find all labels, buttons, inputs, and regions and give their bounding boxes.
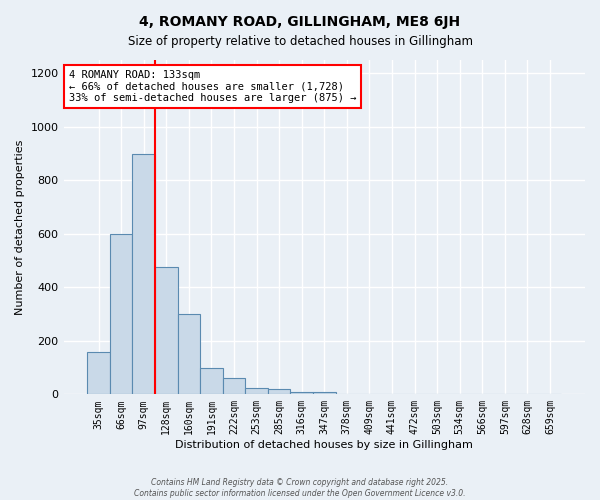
Bar bbox=[245, 388, 268, 394]
Bar bbox=[290, 392, 313, 394]
Y-axis label: Number of detached properties: Number of detached properties bbox=[15, 140, 25, 315]
Text: Contains HM Land Registry data © Crown copyright and database right 2025.
Contai: Contains HM Land Registry data © Crown c… bbox=[134, 478, 466, 498]
Bar bbox=[223, 378, 245, 394]
Bar bbox=[313, 392, 335, 394]
Bar bbox=[110, 234, 133, 394]
X-axis label: Distribution of detached houses by size in Gillingham: Distribution of detached houses by size … bbox=[175, 440, 473, 450]
Bar bbox=[87, 352, 110, 395]
Bar bbox=[268, 389, 290, 394]
Text: Size of property relative to detached houses in Gillingham: Size of property relative to detached ho… bbox=[128, 35, 473, 48]
Bar bbox=[155, 268, 178, 394]
Bar bbox=[178, 314, 200, 394]
Bar bbox=[200, 368, 223, 394]
Bar bbox=[133, 154, 155, 394]
Text: 4, ROMANY ROAD, GILLINGHAM, ME8 6JH: 4, ROMANY ROAD, GILLINGHAM, ME8 6JH bbox=[139, 15, 461, 29]
Text: 4 ROMANY ROAD: 133sqm
← 66% of detached houses are smaller (1,728)
33% of semi-d: 4 ROMANY ROAD: 133sqm ← 66% of detached … bbox=[69, 70, 356, 103]
